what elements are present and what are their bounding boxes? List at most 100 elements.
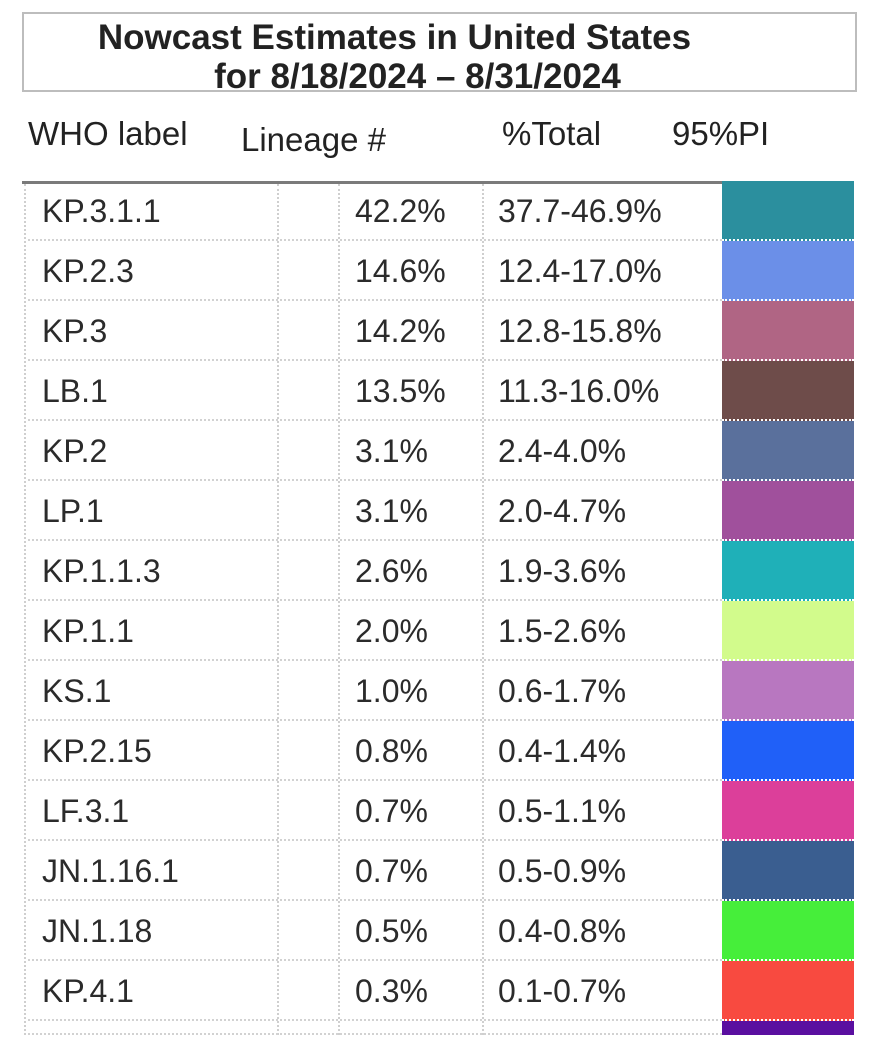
color-swatch-trailing (722, 1021, 854, 1035)
header-pi: 95%PI (672, 115, 770, 152)
row-divider (28, 299, 722, 301)
table-row: KP.4.1 0.3% 0.1-0.7% (22, 961, 722, 1021)
header-lineage: Lineage # (241, 121, 386, 158)
pi-cell: 0.5-1.1% (498, 793, 627, 829)
pi-cell: 0.5-0.9% (498, 853, 627, 889)
lineage-cell: KP.1.1 (42, 613, 134, 649)
color-swatch (722, 301, 854, 361)
row-divider (28, 1019, 722, 1021)
lineage-cell: KP.4.1 (42, 973, 134, 1009)
table-row: KP.3.1.1 42.2% 37.7-46.9% (22, 181, 722, 241)
row-divider (28, 659, 722, 661)
table-row: KP.2.3 14.6% 12.4-17.0% (22, 241, 722, 301)
color-swatch (722, 241, 854, 301)
lineage-cell: KP.2.3 (42, 253, 134, 289)
header-who-label: WHO label (28, 115, 188, 152)
pi-cell: 0.4-0.8% (498, 913, 627, 949)
lineage-cell: KP.3.1.1 (42, 193, 161, 229)
pi-cell: 12.8-15.8% (498, 313, 662, 349)
column-divider (24, 184, 26, 1035)
pi-cell: 2.4-4.0% (498, 433, 627, 469)
total-cell: 2.6% (355, 553, 428, 589)
table-row: LF.3.1 0.7% 0.5-1.1% (22, 781, 722, 841)
table-row: KP.2.15 0.8% 0.4-1.4% (22, 721, 722, 781)
table-row: KS.1 1.0% 0.6-1.7% (22, 661, 722, 721)
color-swatch (722, 601, 854, 661)
lineage-cell: JN.1.16.1 (42, 853, 179, 889)
lineage-table: KP.3.1.1 42.2% 37.7-46.9% KP.2.3 14.6% 12.4-1… (22, 181, 857, 1035)
table-row: LP.1 3.1% 2.0-4.7% (22, 481, 722, 541)
color-swatch (722, 181, 854, 241)
lineage-cell: KP.3 (42, 313, 108, 349)
lineage-cell: KP.2 (42, 433, 108, 469)
row-divider (28, 779, 722, 781)
lineage-cell: KS.1 (42, 673, 112, 709)
chart-title-line-2: for 8/18/2024 – 8/31/2024 (214, 57, 621, 96)
color-column (720, 181, 856, 1035)
row-divider (28, 719, 722, 721)
color-swatch (722, 781, 854, 841)
row-divider (28, 959, 722, 961)
total-cell: 3.1% (355, 433, 428, 469)
row-divider (28, 539, 722, 541)
table-row: KP.3 14.2% 12.8-15.8% (22, 301, 722, 361)
total-cell: 0.8% (355, 733, 428, 769)
total-cell: 0.7% (355, 853, 428, 889)
lineage-cell: KP.1.1.3 (42, 553, 161, 589)
lineage-cell: JN.1.18 (42, 913, 153, 949)
color-swatch (722, 841, 854, 901)
total-cell: 3.1% (355, 493, 428, 529)
column-divider (338, 184, 340, 1035)
total-cell: 0.7% (355, 793, 428, 829)
lineage-cell: LF.3.1 (42, 793, 130, 829)
row-divider (28, 599, 722, 601)
table-row: JN.1.18 0.5% 0.4-0.8% (22, 901, 722, 961)
total-cell: 42.2% (355, 193, 446, 229)
total-cell: 0.3% (355, 973, 428, 1009)
table-row: KP.2 3.1% 2.4-4.0% (22, 421, 722, 481)
column-divider (482, 184, 484, 1035)
column-divider (277, 184, 279, 1035)
table-row: JN.1.16.1 0.7% 0.5-0.9% (22, 841, 722, 901)
color-swatch (722, 421, 854, 481)
table-row: LB.1 13.5% 11.3-16.0% (22, 361, 722, 421)
lineage-cell: KP.2.15 (42, 733, 152, 769)
row-divider (28, 419, 722, 421)
title-box: Nowcast Estimates in United States for 8… (22, 12, 857, 96)
pi-cell: 1.9-3.6% (498, 553, 627, 589)
row-divider (28, 359, 722, 361)
pi-cell: 2.0-4.7% (498, 493, 627, 529)
total-cell: 2.0% (355, 613, 428, 649)
total-cell: 14.6% (355, 253, 446, 289)
pi-cell: 11.3-16.0% (498, 373, 660, 409)
color-swatch (722, 721, 854, 781)
row-divider (28, 899, 722, 901)
pi-cell: 0.1-0.7% (498, 973, 627, 1009)
table-top-rule (22, 181, 722, 184)
table-bottom-divider (28, 1033, 722, 1035)
table-row: KP.1.1 2.0% 1.5-2.6% (22, 601, 722, 661)
color-swatch (722, 541, 854, 601)
total-cell: 13.5% (355, 373, 446, 409)
table-row: KP.1.1.3 2.6% 1.9-3.6% (22, 541, 722, 601)
lineage-cell: LB.1 (42, 373, 108, 409)
pi-cell: 0.4-1.4% (498, 733, 627, 769)
pi-cell: 1.5-2.6% (498, 613, 627, 649)
chart-title-line-1: Nowcast Estimates in United States (97, 18, 692, 57)
color-swatch (722, 361, 854, 421)
total-cell: 0.5% (355, 913, 428, 949)
row-divider (28, 839, 722, 841)
header-total: %Total (502, 115, 602, 152)
color-swatch (722, 661, 854, 721)
pi-cell: 12.4-17.0% (498, 253, 662, 289)
color-swatch (722, 901, 854, 961)
color-swatch (722, 961, 854, 1021)
total-cell: 14.2% (355, 313, 446, 349)
pi-cell: 0.6-1.7% (498, 673, 627, 709)
row-divider (28, 479, 722, 481)
total-cell: 1.0% (355, 673, 428, 709)
lineage-cell: LP.1 (42, 493, 104, 529)
pi-cell: 37.7-46.9% (498, 193, 662, 229)
row-divider (28, 239, 722, 241)
color-swatch (722, 481, 854, 541)
